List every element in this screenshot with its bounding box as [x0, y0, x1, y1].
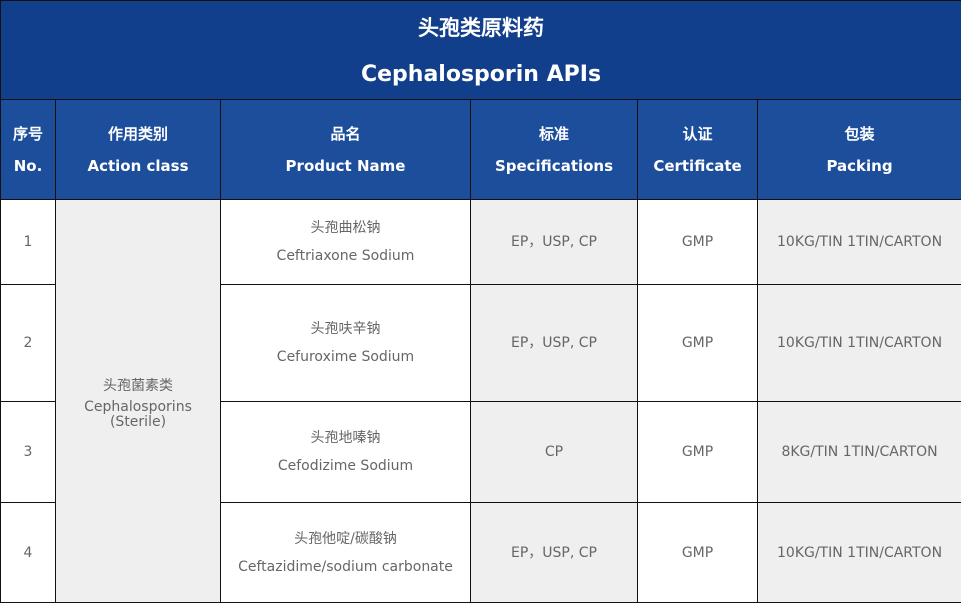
table-title: 头孢类原料药 Cephalosporin APIs [0, 0, 961, 100]
title-zh: 头孢类原料药 [418, 16, 545, 40]
row-number: 4 [0, 502, 56, 603]
specifications-cell: EP，USP, CP [470, 502, 638, 603]
header-en: Packing [826, 156, 893, 175]
product-name-en: Cefodizime Sodium [277, 458, 414, 474]
packing-cell: 8KG/TIN 1TIN/CARTON [756, 401, 961, 503]
product-name-zh: 头孢曲松钠 [310, 220, 381, 236]
table-row: 2 头孢呋辛钠 Cefuroxime Sodium EP，USP, CP GMP … [0, 284, 961, 402]
header-en: Action class [87, 156, 189, 175]
header-en: No. [13, 156, 43, 175]
column-header: 序号 No. [0, 99, 56, 200]
specifications-cell: EP，USP, CP [470, 284, 638, 402]
title-en: Cephalosporin APIs [360, 62, 602, 87]
row-number: 3 [0, 401, 56, 503]
product-name-cell: 头孢地嗪钠 Cefodizime Sodium [220, 401, 471, 503]
column-header: 标准 Specifications [470, 99, 638, 200]
product-name-cell: 头孢呋辛钠 Cefuroxime Sodium [220, 284, 471, 402]
column-header: 包装 Packing [756, 99, 961, 200]
action-class-cell: 头孢菌素类 Cephalosporins (Sterile) [55, 199, 221, 603]
product-name-en: Ceftazidime/sodium carbonate [238, 558, 453, 575]
table-row: 4 头孢他啶/碳酸钠 Ceftazidime/sodium carbonate E… [0, 502, 961, 603]
packing-cell: 10KG/TIN 1TIN/CARTON [756, 199, 961, 285]
certificate-cell: GMP [637, 401, 758, 503]
specifications-cell: CP [470, 401, 638, 503]
table-row: 3 头孢地嗪钠 Cefodizime Sodium CP GMP 8KG/TIN … [0, 401, 961, 503]
column-header: 作用类别 Action class [55, 99, 221, 200]
product-name-en: Cefuroxime Sodium [276, 349, 415, 365]
certificate-cell: GMP [637, 502, 758, 603]
header-zh: 品名 [330, 124, 361, 143]
header-en: Product Name [285, 156, 406, 175]
product-name-zh: 头孢地嗪钠 [310, 430, 381, 446]
header-zh: 序号 [12, 124, 43, 143]
header-zh: 作用类别 [107, 124, 168, 143]
certificate-cell: GMP [637, 284, 758, 402]
column-header: 认证 Certificate [637, 99, 758, 200]
product-name-cell: 头孢曲松钠 Ceftriaxone Sodium [220, 199, 471, 285]
header-zh: 认证 [682, 124, 713, 143]
action-class-en: Cephalosporins (Sterile) [84, 399, 192, 430]
action-class-zh: 头孢菌素类 [103, 378, 173, 394]
certificate-cell: GMP [637, 199, 758, 285]
specifications-cell: EP，USP, CP [470, 199, 638, 285]
table-row: 1 头孢菌素类 Cephalosporins (Sterile) 头孢曲松钠 Ceft… [0, 199, 961, 603]
header-zh: 包装 [844, 124, 875, 143]
product-name-zh: 头孢呋辛钠 [310, 321, 381, 337]
product-name-en: Ceftriaxone Sodium [276, 248, 415, 264]
header-en: Specifications [494, 156, 614, 175]
header-zh: 标准 [538, 124, 569, 143]
packing-cell: 10KG/TIN 1TIN/CARTON [756, 502, 961, 603]
product-name-cell: 头孢他啶/碳酸钠 Ceftazidime/sodium carbonate [220, 502, 471, 603]
row-number: 2 [0, 284, 56, 402]
column-header: 品名 Product Name [220, 99, 471, 200]
packing-cell: 10KG/TIN 1TIN/CARTON [756, 284, 961, 402]
row-number: 1 [0, 199, 56, 285]
product-name-zh: 头孢他啶/碳酸钠 [294, 530, 397, 547]
header-en: Certificate [653, 156, 742, 175]
